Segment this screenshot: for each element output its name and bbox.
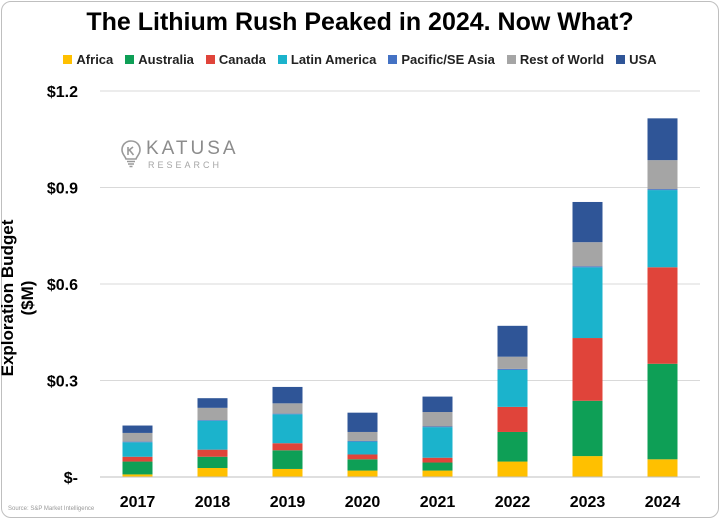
legend-item-pacific-se-asia: Pacific/SE Asia	[388, 52, 495, 67]
legend-item-canada: Canada	[205, 52, 266, 67]
bar-segment-rest-of-world	[347, 431, 378, 441]
bar-segment-usa	[647, 118, 678, 161]
y-tick-label: $-	[64, 470, 78, 487]
bar-segment-usa	[272, 386, 303, 404]
bar-segment-latin-america	[647, 190, 678, 268]
bar-segment-pacific-se-asia	[122, 441, 153, 443]
legend-swatch	[63, 55, 73, 64]
watermark-sub: RESEARCH	[148, 160, 223, 170]
bar-segment-usa	[422, 396, 453, 413]
bar-segment-usa	[197, 398, 228, 408]
bar-segment-pacific-se-asia	[272, 413, 303, 415]
bar-segment-rest-of-world	[272, 403, 303, 414]
x-tick-label: 2019	[270, 494, 306, 511]
bar-segment-canada	[422, 457, 453, 463]
source-note: Source: S&P Market Intelligence	[8, 506, 95, 512]
bar-segment-pacific-se-asia	[422, 426, 453, 428]
legend-label: Latin America	[290, 52, 377, 67]
katusa-watermark: KATUSA RESEARCH	[120, 138, 239, 170]
bar-segment-latin-america	[197, 420, 228, 450]
x-tick-label: 2021	[420, 494, 456, 511]
bar-segment-latin-america	[272, 414, 303, 444]
legend-swatch	[388, 55, 398, 64]
bar-segment-usa	[122, 425, 153, 433]
legend-label: Pacific/SE Asia	[401, 52, 495, 67]
bar-segment-africa	[272, 468, 303, 477]
bar-segment-rest-of-world	[497, 356, 528, 369]
bar-segment-latin-america	[122, 442, 153, 457]
bar-segment-pacific-se-asia	[347, 440, 378, 442]
bar-segment-africa	[647, 459, 678, 477]
bar-segment-africa	[347, 470, 378, 477]
legend-swatch	[277, 55, 287, 64]
watermark-brand: KATUSA	[146, 138, 239, 159]
legend-swatch	[506, 55, 516, 64]
bar-segment-africa	[422, 470, 453, 477]
bar-segment-latin-america	[497, 369, 528, 407]
bar-segment-latin-america	[347, 441, 378, 455]
y-tick-label: $0.3	[47, 374, 78, 391]
legend-swatch	[205, 55, 215, 64]
bar-segment-africa	[197, 467, 228, 477]
bar-segment-pacific-se-asia	[497, 368, 528, 370]
legend-label: Canada	[218, 52, 266, 67]
bar-segment-rest-of-world	[572, 242, 603, 267]
bar-segment-africa	[572, 456, 603, 477]
bar-segment-australia	[122, 461, 153, 475]
bar-segment-usa	[497, 325, 528, 357]
bar-segment-pacific-se-asia	[572, 266, 603, 268]
legend-label: Rest of World	[519, 52, 605, 67]
x-tick-label: 2022	[495, 494, 531, 511]
x-tick-label: 2020	[345, 494, 381, 511]
legend-label: Africa	[76, 52, 114, 67]
legend-item-australia: Australia	[125, 52, 194, 67]
bar-segment-canada	[347, 454, 378, 460]
bar-segment-latin-america	[572, 267, 603, 339]
legend-label: Australia	[138, 52, 194, 67]
bar-segment-usa	[572, 201, 603, 243]
legend-item-rest-of-world: Rest of World	[506, 52, 605, 67]
y-tick-label: $1.2	[47, 84, 78, 101]
bar-segment-australia	[572, 400, 603, 457]
legend-item-latin-america: Latin America	[277, 52, 377, 67]
bar-segment-australia	[347, 459, 378, 471]
bar-segment-australia	[647, 363, 678, 460]
legend-item-africa: Africa	[63, 52, 113, 67]
bar-segment-canada	[497, 406, 528, 432]
y-tick-label: $0.9	[47, 181, 78, 198]
bar-segment-pacific-se-asia	[197, 420, 228, 421]
bar-segment-australia	[197, 456, 228, 468]
y-tick-label: $0.6	[47, 277, 78, 294]
bar-segment-pacific-se-asia	[647, 189, 678, 191]
bar-segment-australia	[497, 431, 528, 462]
bar-segment-latin-america	[422, 427, 453, 458]
legend: Africa Australia Canada Latin America Pacifi…	[0, 52, 720, 67]
legend-label: USA	[629, 52, 657, 67]
bar-segment-canada	[647, 267, 678, 364]
bar-segment-rest-of-world	[647, 160, 678, 190]
bar-segment-usa	[347, 412, 378, 432]
bar-segment-canada	[572, 338, 603, 401]
legend-swatch	[125, 55, 135, 64]
bar-segment-rest-of-world	[197, 407, 228, 421]
x-tick-label: 2023	[570, 494, 606, 511]
bar-segment-rest-of-world	[122, 432, 153, 442]
bar-segment-australia	[272, 450, 303, 469]
x-tick-label: 2024	[645, 494, 681, 511]
legend-item-usa: USA	[616, 52, 657, 67]
lightbulb-logo-icon	[121, 140, 141, 168]
bar-segment-canada	[272, 443, 303, 451]
x-tick-label: 2017	[120, 494, 156, 511]
bar-segment-africa	[497, 461, 528, 477]
chart-title: The Lithium Rush Peaked in 2024. Now Wha…	[86, 8, 634, 36]
bar-segment-africa	[122, 474, 153, 477]
bar-segment-canada	[122, 456, 153, 462]
bar-segment-canada	[197, 449, 228, 457]
legend-swatch	[616, 55, 626, 64]
bar-segment-australia	[422, 462, 453, 471]
x-tick-label: 2018	[195, 494, 231, 511]
bar-segment-rest-of-world	[422, 412, 453, 427]
